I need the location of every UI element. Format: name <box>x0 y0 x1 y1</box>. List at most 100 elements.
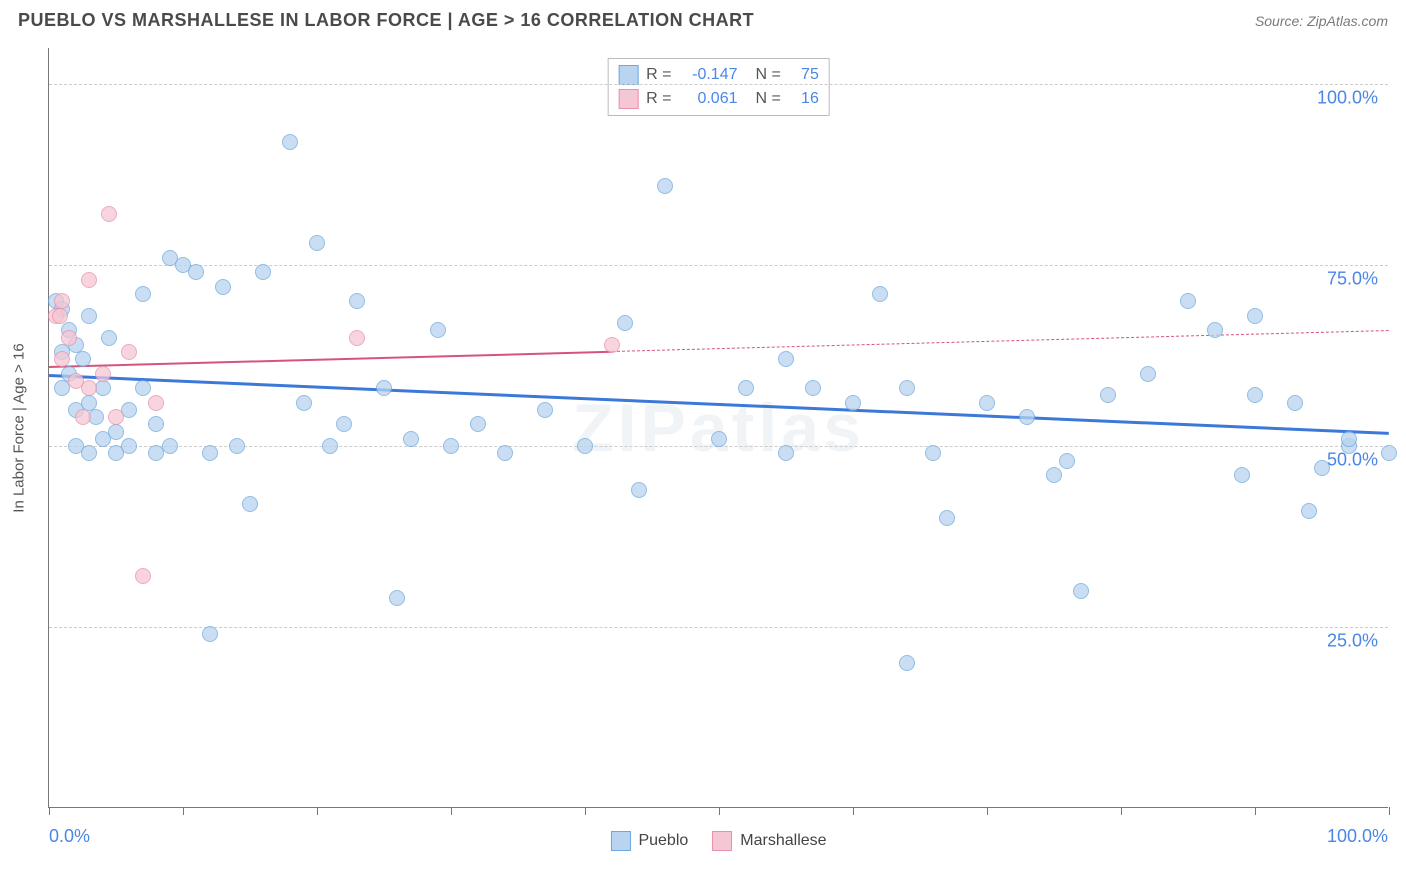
data-point <box>1059 453 1075 469</box>
x-tick <box>585 807 586 815</box>
x-tick <box>853 807 854 815</box>
legend-item: Pueblo <box>610 831 688 851</box>
data-point <box>75 409 91 425</box>
data-point <box>577 438 593 454</box>
gridline <box>49 265 1388 266</box>
legend-swatch <box>712 831 732 851</box>
data-point <box>1180 293 1196 309</box>
legend-swatch <box>610 831 630 851</box>
data-point <box>54 293 70 309</box>
data-point <box>604 337 620 353</box>
x-axis-min-label: 0.0% <box>49 826 90 847</box>
data-point <box>135 286 151 302</box>
data-point <box>845 395 861 411</box>
data-point <box>1247 387 1263 403</box>
data-point <box>81 272 97 288</box>
legend-r-label: R = <box>646 90 671 108</box>
legend-item: Marshallese <box>712 831 826 851</box>
data-point <box>497 445 513 461</box>
data-point <box>1247 308 1263 324</box>
data-point <box>430 322 446 338</box>
x-tick <box>1121 807 1122 815</box>
data-point <box>711 431 727 447</box>
data-point <box>215 279 231 295</box>
data-point <box>443 438 459 454</box>
data-point <box>81 308 97 324</box>
data-point <box>1314 460 1330 476</box>
data-point <box>872 286 888 302</box>
chart-container: PUEBLO VS MARSHALLESE IN LABOR FORCE | A… <box>0 0 1406 892</box>
source-attribution: Source: ZipAtlas.com <box>1255 13 1388 29</box>
data-point <box>95 366 111 382</box>
y-tick-label: 100.0% <box>1317 88 1378 109</box>
data-point <box>1046 467 1062 483</box>
scatter-plot-area: ZIPatlas In Labor Force | Age > 16 R =-0… <box>48 48 1388 808</box>
legend-series-name: Pueblo <box>638 832 688 850</box>
legend-series-name: Marshallese <box>740 832 826 850</box>
data-point <box>108 409 124 425</box>
x-tick <box>317 807 318 815</box>
data-point <box>135 568 151 584</box>
series-legend: Pueblo Marshallese <box>610 831 826 851</box>
data-point <box>81 445 97 461</box>
chart-header: PUEBLO VS MARSHALLESE IN LABOR FORCE | A… <box>0 0 1406 39</box>
data-point <box>296 395 312 411</box>
data-point <box>899 655 915 671</box>
x-axis-max-label: 100.0% <box>1327 826 1388 847</box>
data-point <box>631 482 647 498</box>
legend-swatch <box>618 89 638 109</box>
data-point <box>188 264 204 280</box>
y-tick-label: 25.0% <box>1327 631 1378 652</box>
data-point <box>778 351 794 367</box>
legend-n-value: 16 <box>789 90 819 108</box>
data-point <box>657 178 673 194</box>
x-tick <box>451 807 452 815</box>
data-point <box>1207 322 1223 338</box>
data-point <box>282 134 298 150</box>
data-point <box>537 402 553 418</box>
x-tick <box>987 807 988 815</box>
data-point <box>75 351 91 367</box>
data-point <box>148 395 164 411</box>
gridline <box>49 84 1388 85</box>
data-point <box>349 330 365 346</box>
data-point <box>617 315 633 331</box>
legend-r-value: -0.147 <box>680 66 738 84</box>
legend-swatch <box>618 65 638 85</box>
data-point <box>389 590 405 606</box>
data-point <box>229 438 245 454</box>
x-tick <box>183 807 184 815</box>
data-point <box>61 330 77 346</box>
legend-r-value: 0.061 <box>680 90 738 108</box>
data-point <box>805 380 821 396</box>
trend-line <box>612 330 1389 352</box>
x-tick <box>1255 807 1256 815</box>
legend-r-label: R = <box>646 66 671 84</box>
data-point <box>101 206 117 222</box>
data-point <box>1100 387 1116 403</box>
data-point <box>899 380 915 396</box>
data-point <box>1287 395 1303 411</box>
data-point <box>108 424 124 440</box>
data-point <box>202 626 218 642</box>
data-point <box>1341 431 1357 447</box>
data-point <box>738 380 754 396</box>
x-tick <box>49 807 50 815</box>
data-point <box>148 416 164 432</box>
data-point <box>309 235 325 251</box>
data-point <box>52 308 68 324</box>
data-point <box>54 351 70 367</box>
data-point <box>1301 503 1317 519</box>
data-point <box>403 431 419 447</box>
correlation-legend: R =-0.147N =75R =0.061N =16 <box>607 58 830 116</box>
data-point <box>322 438 338 454</box>
data-point <box>101 330 117 346</box>
data-point <box>979 395 995 411</box>
x-tick <box>719 807 720 815</box>
legend-row: R =0.061N =16 <box>618 87 819 111</box>
data-point <box>81 380 97 396</box>
legend-n-label: N = <box>756 66 781 84</box>
data-point <box>939 510 955 526</box>
trend-line <box>49 374 1389 435</box>
data-point <box>121 438 137 454</box>
